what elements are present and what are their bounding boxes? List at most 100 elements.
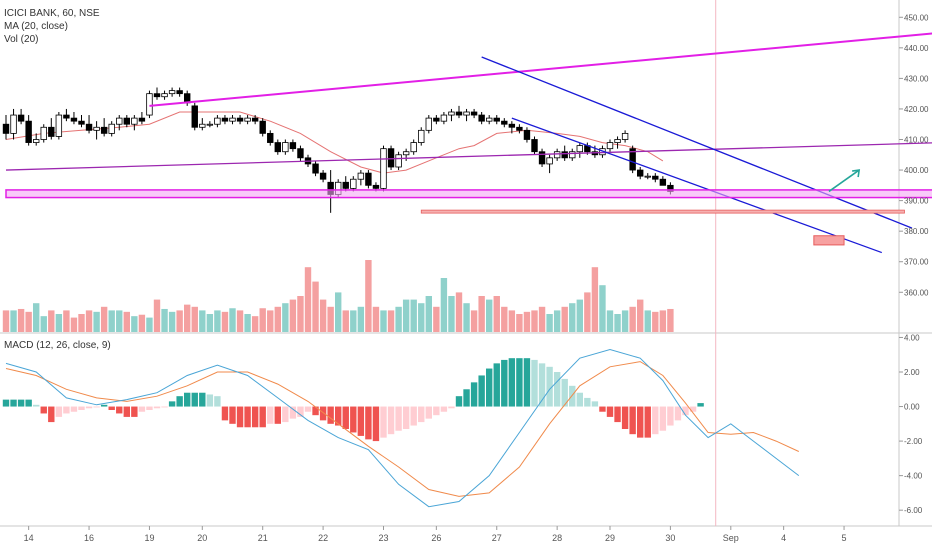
- macd-histogram-bar: [644, 406, 651, 438]
- macd-histogram-bar: [448, 406, 455, 409]
- volume-bar: [508, 310, 516, 332]
- candle-body: [70, 117, 78, 122]
- volume-bar: [48, 310, 55, 332]
- volume-bar: [274, 306, 281, 332]
- candle-body: [153, 93, 161, 98]
- volume-bar: [221, 311, 229, 332]
- candle-body: [251, 117, 259, 122]
- volume-bar: [531, 310, 538, 332]
- grid-lines: [0, 0, 932, 527]
- macd-histogram-bar: [350, 406, 357, 433]
- volume-bar: [553, 310, 561, 332]
- vol-legend[interactable]: Vol (20): [4, 34, 39, 45]
- candle-body: [289, 142, 297, 150]
- volume-bar: [342, 310, 349, 332]
- macd-histogram-bar: [667, 406, 674, 426]
- macd-histogram-bar: [591, 401, 599, 407]
- volume-bar: [25, 311, 32, 332]
- volume-bar: [138, 314, 146, 332]
- candle-body: [342, 181, 349, 189]
- volume-bar: [561, 306, 568, 332]
- volume-bar: [614, 314, 621, 332]
- macd-histogram-bar: [221, 406, 229, 421]
- macd-histogram-bar: [546, 366, 553, 407]
- candle-body: [508, 123, 516, 128]
- macd-histogram-bar: [380, 406, 387, 438]
- date-tick-label: 23: [378, 533, 388, 543]
- support-band: [5, 189, 932, 199]
- candle-body: [267, 132, 274, 143]
- volume-bar: [2, 310, 10, 332]
- macd-histogram-bar: [478, 375, 485, 407]
- date-tick-label: 21: [258, 533, 268, 543]
- volume-bar: [569, 303, 576, 332]
- candle-body: [282, 142, 289, 153]
- candle-body: [244, 117, 251, 122]
- candle-body: [93, 126, 100, 131]
- candle-body: [33, 139, 40, 143]
- volume-bar: [108, 310, 115, 332]
- candle-body: [297, 148, 304, 159]
- volume-bar: [599, 285, 606, 332]
- volume-bar: [236, 310, 244, 332]
- volume-bar: [244, 314, 251, 332]
- volume-bar: [637, 299, 644, 332]
- candle-body: [168, 90, 176, 95]
- macd-histogram-bar: [327, 406, 334, 424]
- macd-tick-label: 2.00: [904, 368, 920, 377]
- date-tick-label: Sep: [723, 533, 739, 543]
- ma-legend[interactable]: MA (20, close): [4, 21, 68, 32]
- volume-bar: [380, 310, 387, 332]
- candle-body: [470, 111, 478, 116]
- candle-body: [516, 126, 523, 131]
- volume-bar: [365, 260, 372, 332]
- macd-histogram-bar: [682, 406, 689, 416]
- candle-body: [123, 117, 130, 125]
- macd-histogram-bar: [599, 406, 606, 412]
- volume-bar: [304, 267, 312, 332]
- candle-body: [614, 139, 621, 143]
- macd-line: [5, 348, 800, 508]
- macd-histogram-bar: [531, 359, 538, 407]
- candle-body: [576, 145, 583, 153]
- macd-histogram-bar: [440, 406, 448, 412]
- macd-histogram-bar: [168, 401, 176, 407]
- macd-histogram-bar: [538, 363, 546, 407]
- volume-bar: [214, 310, 221, 332]
- price-tick-label: 410.00: [904, 136, 929, 145]
- symbol-line[interactable]: ICICI BANK, 60, NSE: [4, 8, 100, 19]
- macd-histogram-bar: [342, 406, 349, 429]
- macd-histogram-bar: [297, 406, 304, 417]
- volume-bar: [184, 304, 191, 332]
- volume-bar: [455, 292, 463, 332]
- candle-body: [425, 117, 432, 131]
- volume-bar: [199, 310, 206, 332]
- trendline: [481, 56, 913, 229]
- macd-histogram-bar: [48, 406, 55, 423]
- macd-histogram-bar: [553, 372, 561, 407]
- candle-body: [350, 178, 357, 189]
- price-tick-label: 360.00: [904, 288, 929, 297]
- macd-histogram-bar: [259, 406, 266, 428]
- volume-bar: [70, 317, 78, 332]
- macd-histogram-bar: [123, 406, 130, 417]
- volume-bar: [629, 306, 636, 332]
- macd-histogram-bar: [433, 406, 440, 416]
- macd-histogram-bar: [410, 406, 417, 426]
- macd-histogram-bar: [214, 396, 221, 407]
- candle-body: [48, 126, 55, 137]
- macd-histogram-bar: [251, 406, 259, 428]
- volume-bar: [425, 296, 432, 332]
- macd-histogram-bar: [659, 406, 667, 431]
- candle-body: [312, 163, 319, 174]
- candle-body: [55, 114, 63, 137]
- volume-bar: [667, 308, 674, 332]
- macd-legend[interactable]: MACD (12, 26, close, 9): [4, 339, 111, 352]
- candle-body: [629, 148, 636, 171]
- candle-body: [274, 142, 281, 153]
- volume-bar: [161, 308, 168, 332]
- macd-histogram-bar: [108, 406, 115, 410]
- candle-body: [108, 123, 115, 134]
- volume-bar: [538, 306, 546, 332]
